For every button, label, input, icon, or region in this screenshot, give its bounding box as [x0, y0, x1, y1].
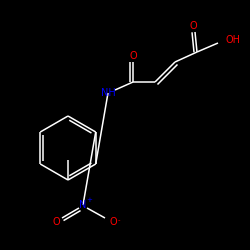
Text: O: O [52, 217, 60, 227]
Text: O: O [129, 51, 137, 61]
Text: +: + [86, 197, 92, 203]
Text: O: O [109, 217, 117, 227]
Text: -: - [118, 217, 120, 223]
Text: OH: OH [226, 35, 241, 45]
Text: NH: NH [100, 88, 116, 98]
Text: N: N [79, 200, 87, 210]
Text: O: O [189, 21, 197, 31]
